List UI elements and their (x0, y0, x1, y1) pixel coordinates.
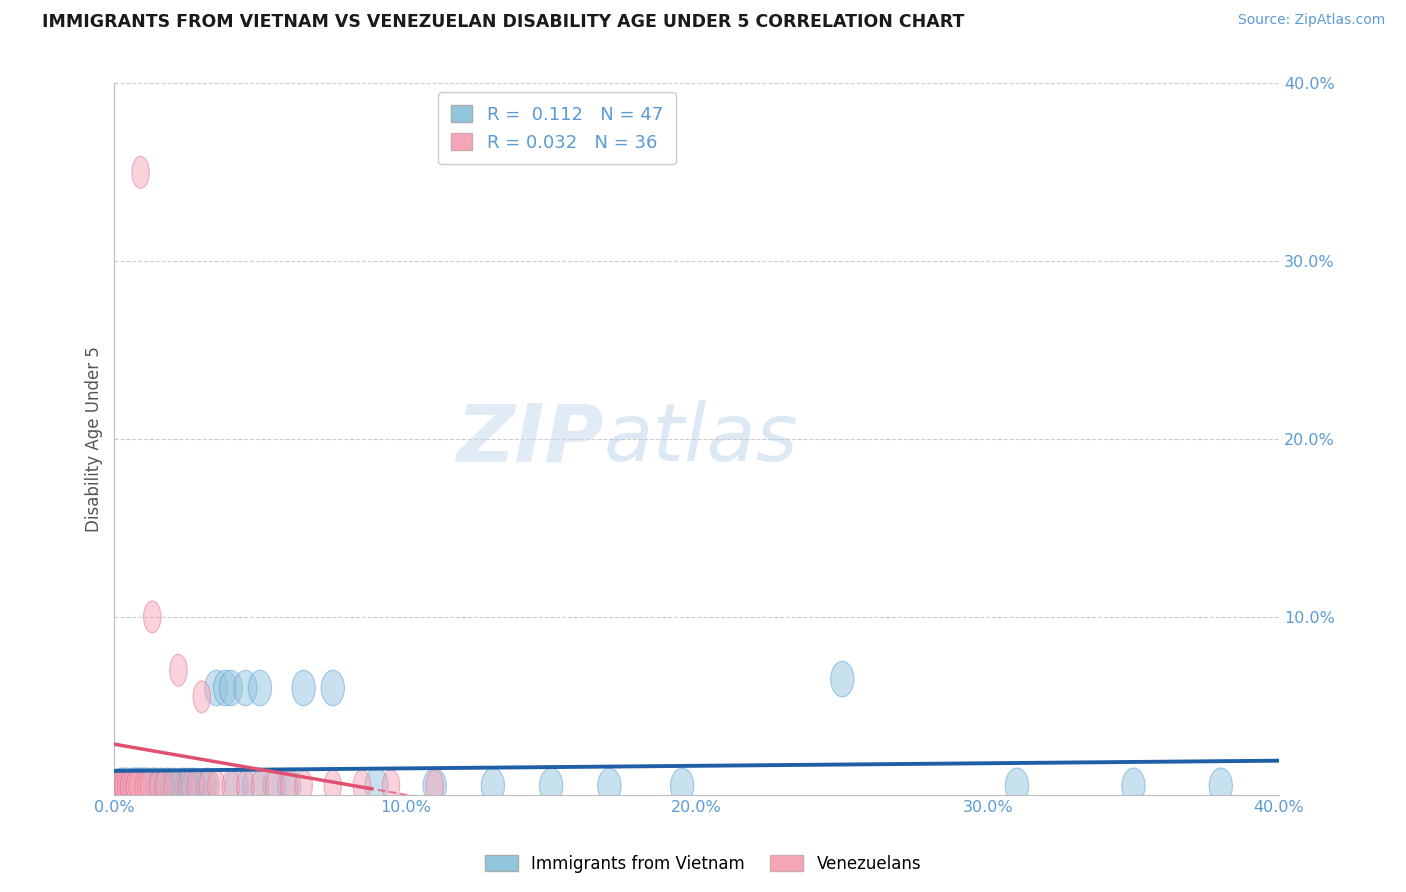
Ellipse shape (423, 768, 446, 804)
Ellipse shape (671, 768, 693, 804)
Ellipse shape (132, 156, 149, 188)
Ellipse shape (111, 770, 129, 802)
Ellipse shape (143, 768, 167, 804)
Ellipse shape (242, 768, 266, 804)
Ellipse shape (170, 654, 187, 686)
Ellipse shape (141, 768, 165, 804)
Ellipse shape (219, 670, 242, 706)
Ellipse shape (205, 670, 228, 706)
Ellipse shape (540, 768, 562, 804)
Ellipse shape (1005, 768, 1029, 804)
Ellipse shape (233, 670, 257, 706)
Ellipse shape (179, 770, 195, 802)
Ellipse shape (149, 768, 173, 804)
Ellipse shape (277, 768, 301, 804)
Ellipse shape (193, 681, 211, 713)
Text: Source: ZipAtlas.com: Source: ZipAtlas.com (1237, 13, 1385, 28)
Ellipse shape (249, 670, 271, 706)
Ellipse shape (198, 770, 217, 802)
Ellipse shape (127, 768, 149, 804)
Ellipse shape (252, 770, 269, 802)
Ellipse shape (292, 670, 315, 706)
Ellipse shape (108, 770, 127, 802)
Ellipse shape (129, 768, 152, 804)
Ellipse shape (155, 768, 179, 804)
Text: IMMIGRANTS FROM VIETNAM VS VENEZUELAN DISABILITY AGE UNDER 5 CORRELATION CHART: IMMIGRANTS FROM VIETNAM VS VENEZUELAN DI… (42, 13, 965, 31)
Ellipse shape (481, 768, 505, 804)
Ellipse shape (111, 770, 129, 802)
Ellipse shape (121, 768, 143, 804)
Ellipse shape (141, 770, 157, 802)
Ellipse shape (181, 768, 205, 804)
Ellipse shape (114, 770, 132, 802)
Ellipse shape (225, 768, 249, 804)
Ellipse shape (195, 768, 219, 804)
Ellipse shape (176, 768, 198, 804)
Ellipse shape (280, 770, 298, 802)
Ellipse shape (426, 770, 443, 802)
Ellipse shape (190, 770, 214, 805)
Ellipse shape (321, 670, 344, 706)
Ellipse shape (598, 768, 621, 804)
Ellipse shape (214, 670, 236, 706)
Ellipse shape (114, 768, 138, 804)
Y-axis label: Disability Age Under 5: Disability Age Under 5 (86, 346, 103, 532)
Ellipse shape (165, 770, 181, 802)
Ellipse shape (111, 768, 135, 804)
Legend: R =  0.112   N = 47, R = 0.032   N = 36: R = 0.112 N = 47, R = 0.032 N = 36 (439, 93, 676, 164)
Ellipse shape (152, 770, 176, 805)
Ellipse shape (208, 770, 225, 802)
Ellipse shape (117, 770, 135, 802)
Text: ZIP: ZIP (456, 401, 603, 478)
Ellipse shape (135, 770, 152, 802)
Ellipse shape (162, 768, 184, 804)
Ellipse shape (132, 768, 155, 804)
Ellipse shape (124, 770, 141, 802)
Ellipse shape (138, 770, 155, 802)
Ellipse shape (127, 770, 143, 802)
Ellipse shape (143, 601, 162, 633)
Ellipse shape (121, 770, 138, 802)
Ellipse shape (132, 770, 155, 805)
Ellipse shape (117, 770, 141, 805)
Ellipse shape (121, 770, 138, 802)
Ellipse shape (167, 770, 190, 805)
Ellipse shape (266, 770, 283, 802)
Ellipse shape (135, 768, 157, 804)
Ellipse shape (170, 768, 193, 804)
Ellipse shape (149, 770, 167, 802)
Ellipse shape (127, 770, 143, 802)
Ellipse shape (187, 770, 205, 802)
Ellipse shape (114, 770, 132, 802)
Ellipse shape (138, 770, 162, 805)
Ellipse shape (108, 768, 132, 804)
Ellipse shape (1122, 768, 1144, 804)
Ellipse shape (236, 770, 254, 802)
Ellipse shape (222, 770, 239, 802)
Ellipse shape (323, 770, 342, 802)
Ellipse shape (382, 770, 399, 802)
Ellipse shape (295, 770, 312, 802)
Ellipse shape (129, 770, 146, 802)
Ellipse shape (263, 768, 287, 804)
Ellipse shape (146, 770, 170, 805)
Ellipse shape (364, 768, 388, 804)
Ellipse shape (124, 770, 146, 805)
Ellipse shape (831, 661, 853, 697)
Text: atlas: atlas (603, 401, 799, 478)
Ellipse shape (353, 770, 371, 802)
Legend: Immigrants from Vietnam, Venezuelans: Immigrants from Vietnam, Venezuelans (478, 848, 928, 880)
Ellipse shape (124, 768, 146, 804)
Ellipse shape (155, 770, 173, 802)
Ellipse shape (1209, 768, 1233, 804)
